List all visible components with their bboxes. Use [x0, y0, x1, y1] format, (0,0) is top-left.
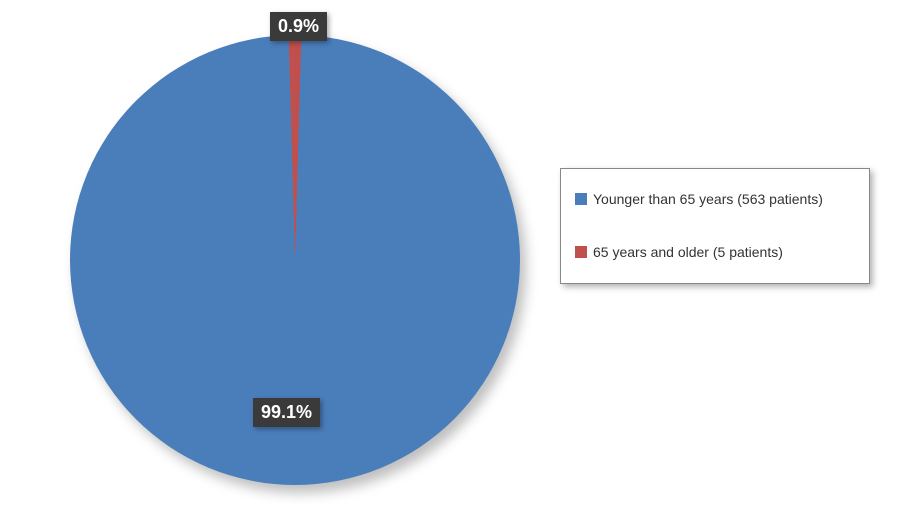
- pie-chart: 0.9% 99.1% Younger than 65 years (563 pa…: [0, 0, 900, 525]
- legend: Younger than 65 years (563 patients) 65 …: [560, 168, 870, 284]
- legend-label: Younger than 65 years (563 patients): [593, 191, 823, 208]
- legend-label: 65 years and older (5 patients): [593, 244, 783, 261]
- legend-swatch: [575, 246, 587, 258]
- legend-item: Younger than 65 years (563 patients): [575, 191, 855, 208]
- legend-item: 65 years and older (5 patients): [575, 244, 855, 261]
- legend-swatch: [575, 193, 587, 205]
- data-label-slice-1: 99.1%: [253, 398, 320, 427]
- data-label-slice-2: 0.9%: [270, 12, 327, 41]
